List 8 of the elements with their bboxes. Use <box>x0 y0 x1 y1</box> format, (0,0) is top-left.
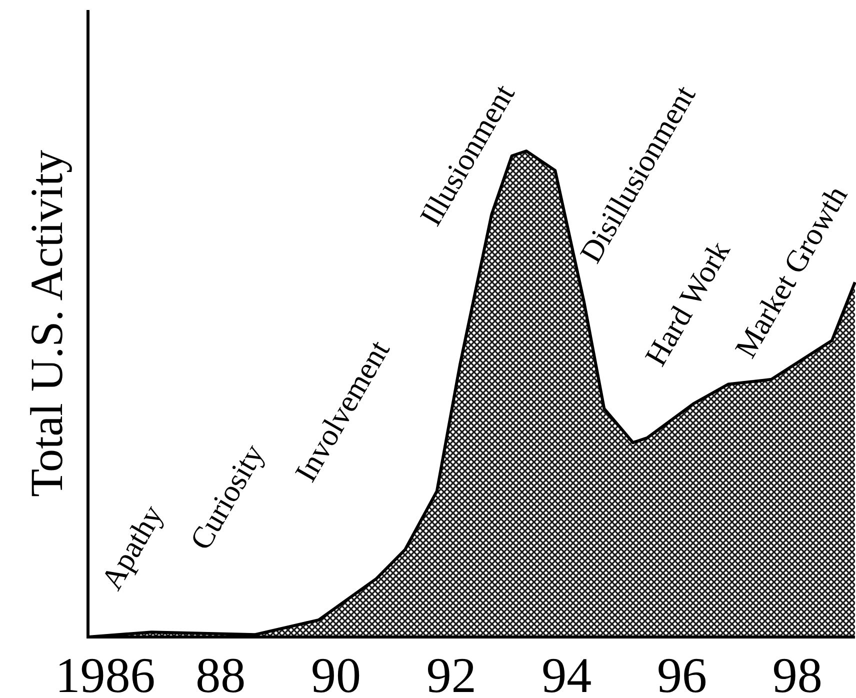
y-axis-title: Total U.S. Activity <box>21 150 72 497</box>
x-tick-label: 98 <box>772 647 822 698</box>
x-tick-label: 1986 <box>55 647 156 698</box>
x-tick-label: 96 <box>656 647 707 698</box>
x-tick-label: 94 <box>542 647 592 698</box>
x-tick-label: 92 <box>426 647 476 698</box>
x-tick-label: 88 <box>196 647 246 698</box>
x-tick-label: 90 <box>310 647 361 698</box>
